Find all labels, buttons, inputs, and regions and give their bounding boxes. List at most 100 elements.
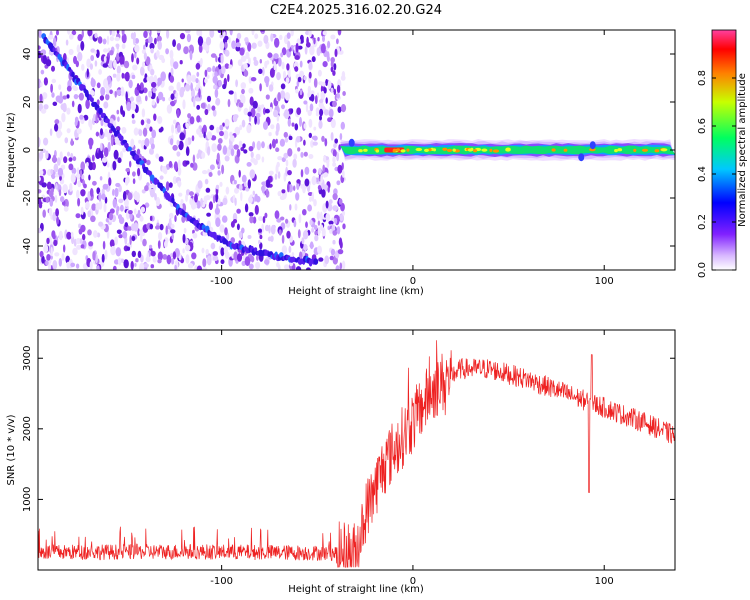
noise-speckle (240, 55, 247, 62)
noise-speckle (58, 230, 63, 241)
noise-speckle (143, 52, 147, 61)
noise-speckle (309, 219, 313, 226)
spectrogram-ytick-label: -40 (22, 238, 33, 254)
noise-speckle (256, 116, 260, 125)
noise-speckle (259, 59, 262, 64)
noise-speckle (145, 123, 150, 130)
noise-speckle (317, 37, 320, 42)
noise-speckle (124, 71, 130, 82)
noise-speckle (80, 161, 85, 171)
noise-speckle (310, 93, 315, 102)
noise-speckle (206, 67, 212, 73)
noise-speckle (231, 40, 237, 49)
noise-speckle (70, 231, 74, 239)
noise-speckle (326, 160, 330, 169)
noise-speckle (307, 91, 311, 99)
noise-speckle (192, 232, 198, 239)
noise-speckle (102, 48, 108, 53)
noise-speckle (164, 240, 168, 248)
noise-speckle (56, 128, 62, 139)
noise-speckle (122, 191, 127, 201)
noise-speckle (142, 87, 148, 94)
noise-speckle (280, 90, 286, 99)
noise-speckle (87, 229, 92, 236)
noise-speckle (173, 61, 179, 70)
noise-speckle (172, 176, 177, 184)
noise-speckle (130, 260, 134, 270)
chirp-trace-dot (52, 47, 56, 53)
noise-speckle (71, 30, 77, 36)
noise-speckle (222, 145, 228, 155)
carrier-hotspot (446, 148, 453, 152)
noise-speckle (333, 143, 337, 149)
noise-speckle (274, 210, 280, 220)
noise-speckle (96, 232, 101, 238)
noise-speckle (117, 257, 122, 266)
noise-speckle (149, 244, 153, 249)
noise-speckle (224, 155, 230, 162)
noise-speckle (256, 255, 259, 261)
noise-speckle (219, 130, 224, 137)
noise-speckle (90, 48, 96, 53)
noise-speckle (254, 115, 257, 125)
noise-speckle (217, 170, 221, 176)
noise-speckle (92, 180, 97, 186)
noise-speckle (251, 42, 257, 49)
noise-speckle (62, 244, 66, 253)
noise-speckle (100, 128, 103, 136)
noise-speckle (64, 137, 69, 144)
noise-speckle (106, 35, 110, 45)
noise-speckle (113, 59, 117, 69)
noise-speckle (88, 137, 94, 147)
noise-speckle (68, 157, 73, 162)
noise-speckle (340, 202, 345, 212)
noise-speckle (109, 89, 113, 95)
noise-speckle (332, 205, 339, 212)
noise-speckle (98, 69, 102, 75)
noise-speckle (210, 135, 217, 141)
noise-speckle (248, 146, 254, 152)
noise-speckle (224, 41, 228, 49)
noise-speckle (274, 173, 278, 180)
noise-speckle (48, 34, 54, 40)
noise-speckle (196, 30, 200, 36)
noise-speckle (297, 76, 302, 83)
noise-speckle (97, 36, 103, 44)
noise-speckle (112, 265, 117, 270)
noise-speckle (134, 44, 140, 53)
noise-speckle (317, 185, 322, 191)
noise-speckle (187, 113, 192, 119)
noise-speckle (72, 156, 77, 162)
noise-speckle (242, 143, 246, 149)
noise-speckle (196, 200, 201, 209)
noise-speckle (157, 91, 164, 101)
noise-speckle (95, 254, 98, 264)
noise-speckle (105, 86, 111, 95)
noise-speckle (150, 264, 155, 269)
carrier-sidelobe (578, 153, 585, 162)
noise-speckle (276, 72, 281, 81)
noise-speckle (332, 239, 336, 245)
noise-speckle (49, 128, 53, 136)
noise-speckle (281, 104, 285, 110)
noise-speckle (270, 224, 276, 235)
noise-speckle (307, 109, 312, 117)
noise-speckle (133, 192, 137, 197)
noise-speckle (140, 233, 143, 243)
noise-speckle (308, 62, 313, 70)
noise-speckle (244, 37, 249, 43)
noise-speckle (261, 156, 265, 163)
noise-speckle (116, 30, 120, 34)
noise-speckle (72, 85, 77, 90)
noise-speckle (104, 249, 108, 260)
noise-speckle (320, 43, 326, 54)
noise-speckle (121, 30, 125, 36)
noise-speckle (299, 70, 305, 78)
noise-speckle (280, 52, 284, 58)
noise-speckle (182, 99, 186, 110)
noise-speckle (233, 251, 238, 261)
carrier-hotspot (614, 149, 618, 153)
noise-speckle (96, 99, 100, 106)
noise-speckle (185, 83, 191, 92)
noise-speckle (304, 46, 308, 55)
